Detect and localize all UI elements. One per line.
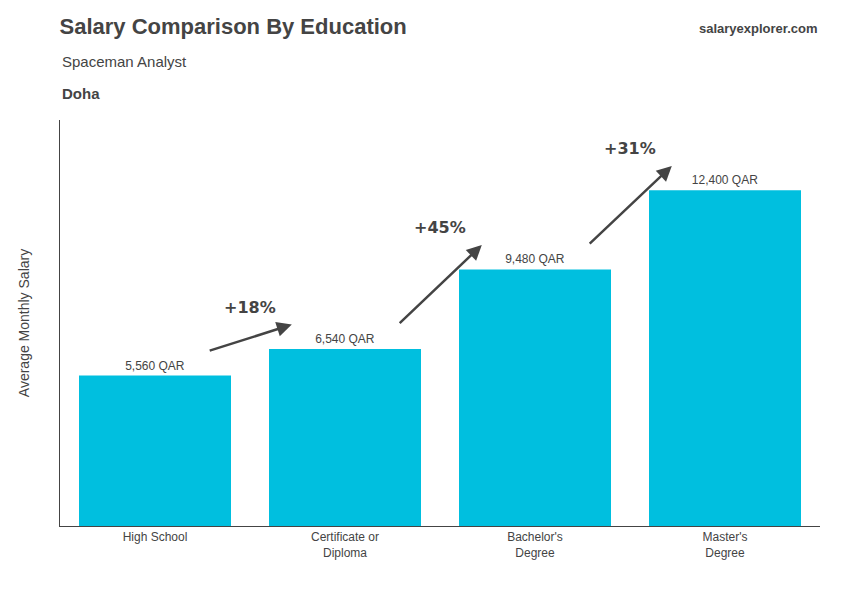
svg-text:Certificate orDiploma: Certificate orDiploma (311, 530, 379, 560)
svg-text:High School: High School (123, 530, 188, 544)
svg-text:+31%: +31% (604, 139, 656, 158)
svg-text:Average Monthly Salary: Average Monthly Salary (16, 249, 32, 397)
svg-text:+18%: +18% (224, 298, 276, 317)
svg-text:6,540 QAR: 6,540 QAR (315, 332, 375, 346)
svg-text:salaryexplorer.com: salaryexplorer.com (699, 21, 818, 36)
svg-text:Master'sDegree: Master'sDegree (703, 530, 748, 560)
svg-text:Bachelor'sDegree: Bachelor'sDegree (507, 530, 563, 560)
svg-text:9,480 QAR: 9,480 QAR (505, 252, 565, 266)
svg-text:12,400 QAR: 12,400 QAR (692, 173, 758, 187)
svg-text:+45%: +45% (414, 218, 466, 237)
svg-text:5,560 QAR: 5,560 QAR (125, 359, 185, 373)
svg-text:Salary Comparison By Education: Salary Comparison By Education (60, 14, 407, 39)
svg-text:Doha: Doha (62, 85, 100, 102)
svg-text:Spaceman Analyst: Spaceman Analyst (62, 53, 187, 70)
